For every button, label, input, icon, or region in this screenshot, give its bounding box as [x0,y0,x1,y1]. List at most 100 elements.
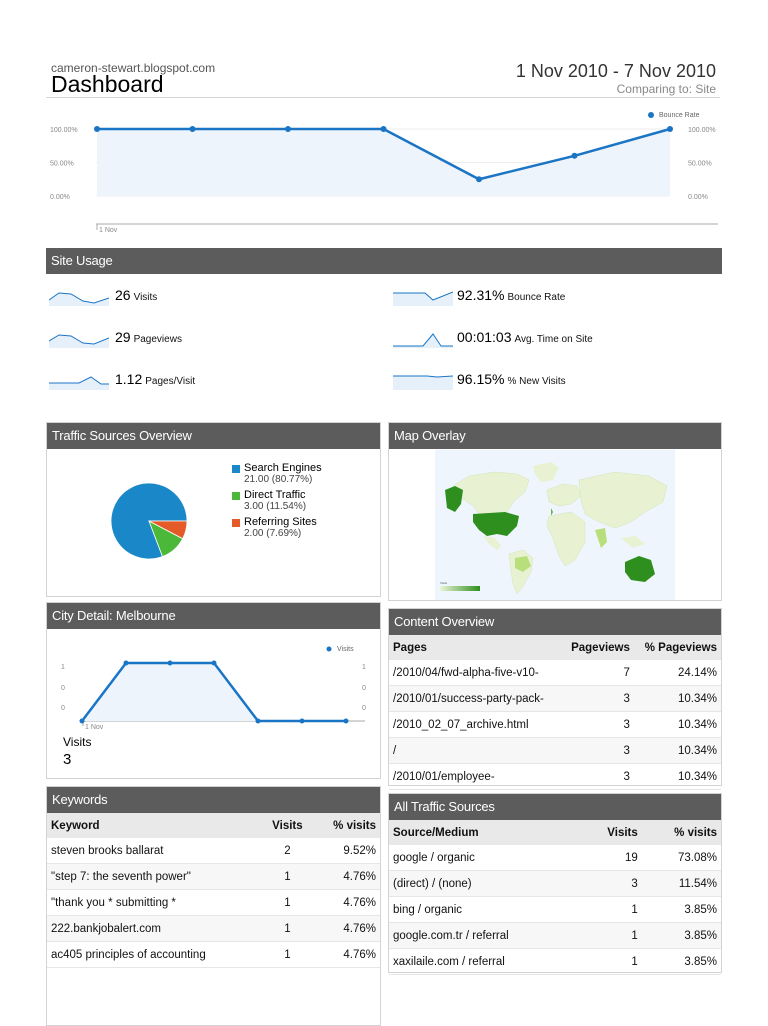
avg-time-sparkline [393,333,453,348]
visits-cell: 1 [581,922,642,949]
source-link[interactable]: google.com.tr / referral [389,922,582,949]
table-row[interactable]: (direct) / (none) 3 11.54% [389,870,721,897]
legend-name: Direct Traffic [244,489,306,501]
table-row[interactable]: /2010/04/fwd-alpha-five-v10- 7 24.14% [389,660,721,686]
city-visits-point[interactable] [299,718,305,724]
metric-label: Bounce Rate [507,292,566,303]
bounce-rate-point[interactable] [476,176,482,183]
source-link[interactable]: google / organic [389,845,582,871]
visits-cell: 2 [261,838,313,864]
page-title: Dashboard [51,71,164,97]
keyword-link[interactable]: steven brooks ballarat [47,838,262,864]
city-visits-point[interactable] [167,660,173,666]
bounce-rate-area [97,129,670,196]
pie-slice-referring-sites[interactable] [148,520,188,540]
y-tick-label-right: 100.00% [688,127,716,134]
keyword-link[interactable]: "thank you * submitting * [47,889,262,916]
legend-swatch [232,519,240,527]
keyword-link[interactable]: 222.bankjobalert.com [47,915,262,942]
table-row[interactable]: xaxilaile.com / referral 1 3.85% [389,948,721,975]
all-traffic-title: All Traffic Sources [389,794,721,820]
bounce-rate-point[interactable] [380,126,387,132]
table-row[interactable]: "step 7: the seventh power" 1 4.76% [47,863,380,890]
city-visits-point[interactable] [123,660,129,666]
bounce-rate-point[interactable] [285,126,291,132]
table-row[interactable]: google / organic 19 73.08% [389,845,721,871]
bounce-rate-point[interactable] [667,126,673,132]
legend-name: Referring Sites [244,516,317,528]
bounce-rate-point[interactable] [94,126,100,132]
date-range[interactable]: 1 Nov 2010 - 7 Nov 2010 [515,61,716,81]
keyword-link[interactable]: "step 7: the seventh power" [47,863,262,890]
table-row[interactable]: /2010/01/success-party-pack- 3 10.34% [389,685,721,712]
city-y-tick-right: 0 [362,705,366,712]
pct-cell: 10.34% [633,763,721,790]
keyword-link[interactable]: ac405 principles of accounting [47,941,262,968]
table-row[interactable]: google.com.tr / referral 1 3.85% [389,922,721,949]
page-link[interactable]: / [389,737,562,764]
pct-cell: 4.76% [312,863,380,890]
pct-cell: 24.14% [633,660,721,686]
metric-value: 1.12 [115,371,143,387]
map-scale-bar [440,586,480,591]
india-region [595,528,607,548]
metric-value: 96.15% [457,371,505,387]
city-y-tick: 1 [61,664,65,671]
col-visits[interactable]: Visits [261,813,313,838]
city-legend-label: Visits [337,646,354,653]
col-pct-pageviews[interactable]: % Pageviews [633,635,721,660]
city-visits-point[interactable] [79,718,85,724]
usa-region [473,512,519,536]
source-link[interactable]: (direct) / (none) [389,870,582,897]
col-pct-visits[interactable]: % visits [312,813,380,838]
col-source-medium[interactable]: Source/Medium [389,820,582,845]
city-x-tick-label: 1 Nov [85,724,104,731]
brazil-region [515,556,531,572]
pct-cell: 10.34% [633,685,721,712]
keywords-table: Keyword Visits % visits steven brooks ba… [47,813,380,968]
table-row[interactable]: / 3 10.34% [389,737,721,764]
city-visits-point[interactable] [343,718,349,724]
table-row[interactable]: bing / organic 1 3.85% [389,896,721,923]
metric-label: Avg. Time on Site [514,334,593,345]
col-pct-visits[interactable]: % visits [641,820,721,845]
page-link[interactable]: /2010/01/success-party-pack- [389,685,562,712]
city-legend-dot [326,646,332,652]
bounce-rate-point[interactable] [189,126,196,132]
page-link[interactable]: /2010_02_07_archive.html [389,711,562,738]
table-row[interactable]: /2010/01/employee- 3 10.34% [389,763,721,790]
city-y-tick: 0 [61,685,65,692]
visits-sparkline [49,292,109,306]
y-tick-label-right: 50.00% [688,161,712,168]
bounce-rate-point[interactable] [571,152,578,159]
metric-value: 26 [115,287,131,303]
table-row[interactable]: steven brooks ballarat 2 9.52% [47,838,380,864]
col-pageviews[interactable]: Pageviews [561,635,634,660]
pct-cell: 3.85% [641,896,721,923]
world-map[interactable]: Visits [435,450,675,600]
table-row[interactable]: 222.bankjobalert.com 1 4.76% [47,915,380,942]
legend-swatch [232,465,240,473]
site-usage-title: Site Usage [46,248,722,274]
table-row[interactable]: ac405 principles of accounting 1 4.76% [47,941,380,968]
pct-cell: 3.85% [641,922,721,949]
col-pages[interactable]: Pages [389,635,562,660]
y-tick-label: 100.00% [50,127,78,134]
page-link[interactable]: /2010/01/employee- [389,763,562,790]
page-link[interactable]: /2010/04/fwd-alpha-five-v10- [389,660,562,686]
legend-dot [648,112,654,118]
metric-label: Pageviews [133,334,182,345]
pct-cell: 3.85% [641,948,721,975]
city-visits-chart: Visits 1 Nov 1 0 0 1 0 0 [61,646,366,731]
city-visits-point[interactable] [255,718,261,724]
col-visits[interactable]: Visits [581,820,642,845]
table-row[interactable]: "thank you * submitting * 1 4.76% [47,889,380,916]
content-overview-panel: Content Overview Pages Pageviews % Pagev… [388,608,722,790]
city-y-tick: 0 [61,705,65,712]
col-keyword[interactable]: Keyword [47,813,262,838]
table-row[interactable]: /2010_02_07_archive.html 3 10.34% [389,711,721,738]
source-link[interactable]: bing / organic [389,896,582,923]
city-visits-point[interactable] [211,660,217,666]
pageviews-cell: 3 [561,763,634,790]
source-link[interactable]: xaxilaile.com / referral [389,948,582,975]
